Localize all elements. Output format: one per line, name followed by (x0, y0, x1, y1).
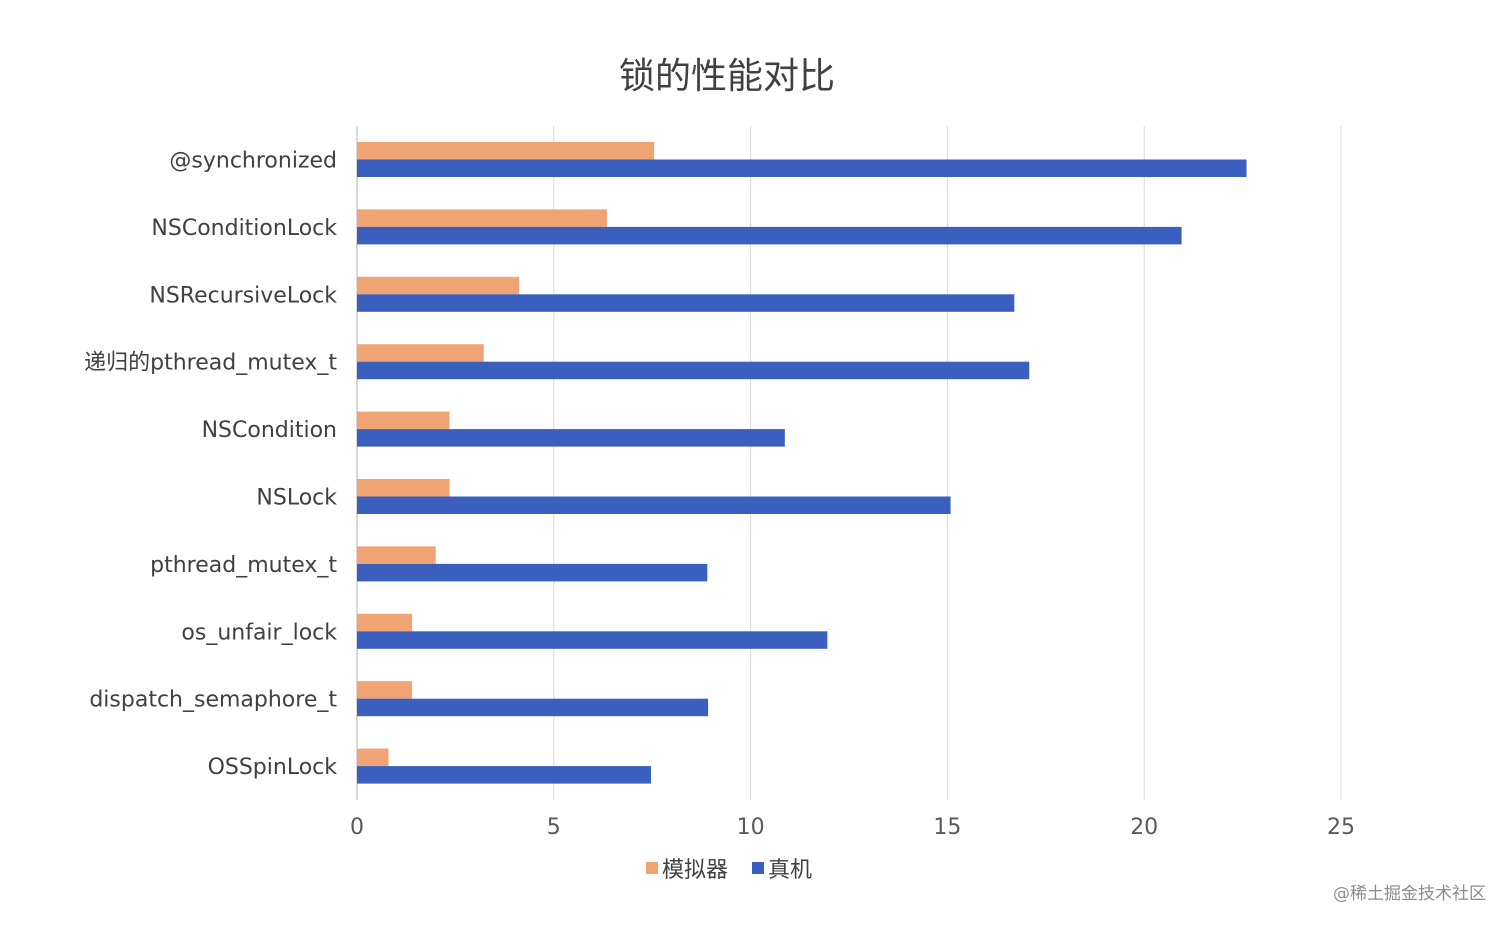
bar-模拟器 (357, 209, 607, 227)
category-label: NSConditionLock (151, 216, 337, 241)
bar-真机 (357, 563, 708, 582)
watermark: @稀土掘金技术社区 (1333, 884, 1486, 904)
bar-模拟器 (357, 276, 520, 295)
category-label: NSRecursiveLock (149, 283, 337, 308)
x-tick-label: 15 (933, 815, 961, 840)
bar-真机 (357, 698, 709, 717)
x-tick-label: 20 (1130, 815, 1158, 840)
bar-模拟器 (357, 681, 413, 699)
category-label: 递归的pthread_mutex_t (84, 351, 337, 376)
legend: 模拟器 真机 (646, 858, 812, 883)
bar-模拟器 (357, 613, 413, 632)
bar-模拟器 (357, 344, 484, 362)
legend-swatch-模拟器 (646, 862, 658, 874)
category-label: os_unfair_lock (181, 620, 337, 645)
x-tick-label: 10 (737, 815, 765, 840)
bar-模拟器 (357, 479, 450, 497)
x-tick-label: 5 (547, 815, 561, 840)
legend-label: 真机 (768, 858, 812, 883)
category-label: NSLock (256, 486, 337, 511)
category-label: dispatch_semaphore_t (89, 688, 337, 713)
bar-真机 (357, 294, 1015, 312)
category-label: @synchronized (169, 149, 337, 174)
bar-真机 (357, 766, 652, 784)
category-label: OSSpinLock (208, 755, 338, 780)
bar-真机 (357, 631, 828, 649)
bar-模拟器 (357, 748, 389, 767)
bar-真机 (357, 226, 1182, 245)
legend-label: 模拟器 (662, 858, 728, 883)
x-axis-ticks: 0 5 10 15 20 25 (350, 815, 1355, 840)
chart-title: 锁的性能对比 (619, 56, 835, 97)
bar-真机 (357, 496, 951, 514)
category-label: pthread_mutex_t (150, 553, 337, 578)
category-labels: @synchronized NSConditionLock NSRecursiveL… (84, 149, 337, 781)
bars (357, 142, 1247, 784)
legend-swatch-真机 (752, 862, 764, 874)
bar-模拟器 (357, 411, 450, 430)
bar-模拟器 (357, 546, 436, 564)
category-label: NSCondition (202, 418, 337, 443)
x-tick-label: 0 (350, 815, 364, 840)
x-tick-label: 25 (1327, 815, 1355, 840)
bar-真机 (357, 361, 1030, 380)
bar-模拟器 (357, 142, 655, 160)
bar-真机 (357, 159, 1247, 177)
bar-真机 (357, 429, 785, 447)
